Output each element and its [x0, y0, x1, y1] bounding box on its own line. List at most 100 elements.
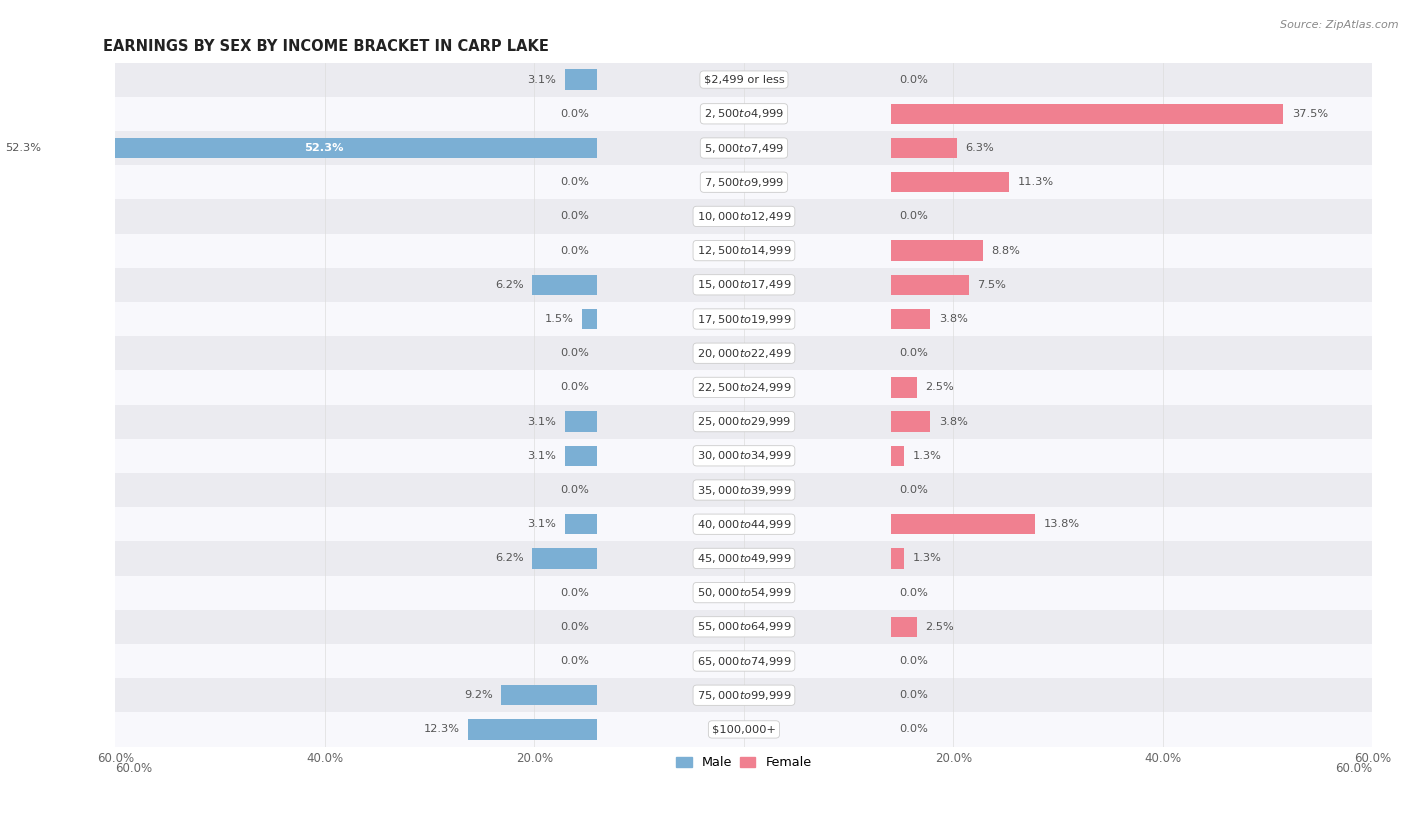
Bar: [115, 165, 1372, 199]
Text: $10,000 to $12,499: $10,000 to $12,499: [697, 210, 792, 223]
Bar: [115, 370, 1372, 405]
Bar: [468, 720, 598, 740]
Bar: [115, 576, 1372, 610]
Text: 12.3%: 12.3%: [425, 724, 460, 734]
Bar: [565, 514, 598, 534]
Text: 2.5%: 2.5%: [925, 382, 953, 393]
Bar: [115, 507, 1372, 541]
Text: 0.0%: 0.0%: [898, 75, 928, 85]
Text: 7.5%: 7.5%: [977, 280, 1007, 289]
Text: $100,000+: $100,000+: [711, 724, 776, 734]
Text: 0.0%: 0.0%: [898, 348, 928, 359]
Bar: [115, 97, 1372, 131]
Text: 3.1%: 3.1%: [527, 451, 557, 461]
Bar: [115, 644, 1372, 678]
Bar: [890, 103, 1284, 124]
Text: $17,500 to $19,999: $17,500 to $19,999: [697, 312, 792, 325]
Bar: [115, 610, 1372, 644]
Text: 0.0%: 0.0%: [898, 724, 928, 734]
Bar: [115, 63, 1372, 97]
Text: $50,000 to $54,999: $50,000 to $54,999: [697, 586, 792, 599]
Text: $2,500 to $4,999: $2,500 to $4,999: [704, 107, 785, 120]
Bar: [890, 411, 931, 432]
Bar: [565, 446, 598, 466]
Text: 0.0%: 0.0%: [560, 622, 589, 632]
Bar: [890, 377, 917, 398]
Bar: [890, 514, 1035, 534]
Text: 0.0%: 0.0%: [560, 348, 589, 359]
Bar: [890, 446, 904, 466]
Bar: [582, 309, 598, 329]
Legend: Male, Female: Male, Female: [671, 751, 817, 774]
Text: $5,000 to $7,499: $5,000 to $7,499: [704, 141, 785, 154]
Text: 1.5%: 1.5%: [544, 314, 574, 324]
Text: 60.0%: 60.0%: [1336, 762, 1372, 775]
Text: 6.2%: 6.2%: [495, 554, 524, 563]
Text: 0.0%: 0.0%: [560, 109, 589, 119]
Text: 9.2%: 9.2%: [464, 690, 492, 700]
Bar: [533, 548, 598, 568]
Bar: [533, 275, 598, 295]
Bar: [890, 309, 931, 329]
Bar: [115, 267, 1372, 302]
Text: 8.8%: 8.8%: [991, 246, 1019, 255]
Text: $55,000 to $64,999: $55,000 to $64,999: [697, 620, 792, 633]
Text: 0.0%: 0.0%: [560, 177, 589, 187]
Bar: [49, 137, 598, 159]
Text: $35,000 to $39,999: $35,000 to $39,999: [697, 484, 792, 497]
Bar: [890, 616, 917, 637]
Text: $20,000 to $22,499: $20,000 to $22,499: [697, 346, 792, 359]
Text: 11.3%: 11.3%: [1018, 177, 1053, 187]
Bar: [890, 172, 1010, 193]
Bar: [115, 233, 1372, 267]
Bar: [115, 473, 1372, 507]
Bar: [115, 302, 1372, 336]
Text: 0.0%: 0.0%: [560, 211, 589, 221]
Bar: [115, 131, 1372, 165]
Text: 0.0%: 0.0%: [898, 656, 928, 666]
Text: 0.0%: 0.0%: [898, 690, 928, 700]
Text: 0.0%: 0.0%: [560, 588, 589, 598]
Text: $7,500 to $9,999: $7,500 to $9,999: [704, 176, 785, 189]
Text: 52.3%: 52.3%: [6, 143, 41, 153]
Text: Source: ZipAtlas.com: Source: ZipAtlas.com: [1281, 20, 1399, 30]
Bar: [565, 69, 598, 90]
Bar: [115, 439, 1372, 473]
Bar: [115, 712, 1372, 746]
Text: 3.1%: 3.1%: [527, 416, 557, 427]
Text: 0.0%: 0.0%: [560, 485, 589, 495]
Text: 13.8%: 13.8%: [1043, 520, 1080, 529]
Text: $12,500 to $14,999: $12,500 to $14,999: [697, 244, 792, 257]
Bar: [890, 241, 983, 261]
Text: $25,000 to $29,999: $25,000 to $29,999: [697, 415, 792, 428]
Text: 0.0%: 0.0%: [898, 211, 928, 221]
Bar: [501, 685, 598, 706]
Text: 37.5%: 37.5%: [1292, 109, 1327, 119]
Bar: [890, 275, 969, 295]
Text: 3.1%: 3.1%: [527, 520, 557, 529]
Text: $40,000 to $44,999: $40,000 to $44,999: [697, 518, 792, 531]
Text: 1.3%: 1.3%: [912, 554, 942, 563]
Bar: [115, 336, 1372, 370]
Text: 0.0%: 0.0%: [560, 246, 589, 255]
Text: 3.1%: 3.1%: [527, 75, 557, 85]
Text: 2.5%: 2.5%: [925, 622, 953, 632]
Bar: [115, 678, 1372, 712]
Text: 6.3%: 6.3%: [965, 143, 994, 153]
Bar: [565, 411, 598, 432]
Text: 0.0%: 0.0%: [560, 656, 589, 666]
Bar: [115, 541, 1372, 576]
Text: $30,000 to $34,999: $30,000 to $34,999: [697, 450, 792, 463]
Text: 3.8%: 3.8%: [939, 314, 967, 324]
Text: 0.0%: 0.0%: [898, 485, 928, 495]
Text: 60.0%: 60.0%: [115, 762, 153, 775]
Text: $22,500 to $24,999: $22,500 to $24,999: [697, 381, 792, 394]
Bar: [890, 137, 956, 159]
Text: 3.8%: 3.8%: [939, 416, 967, 427]
Text: 52.3%: 52.3%: [304, 143, 343, 153]
Text: $2,499 or less: $2,499 or less: [703, 75, 785, 85]
Bar: [890, 548, 904, 568]
Text: $65,000 to $74,999: $65,000 to $74,999: [697, 654, 792, 667]
Text: 6.2%: 6.2%: [495, 280, 524, 289]
Bar: [115, 405, 1372, 439]
